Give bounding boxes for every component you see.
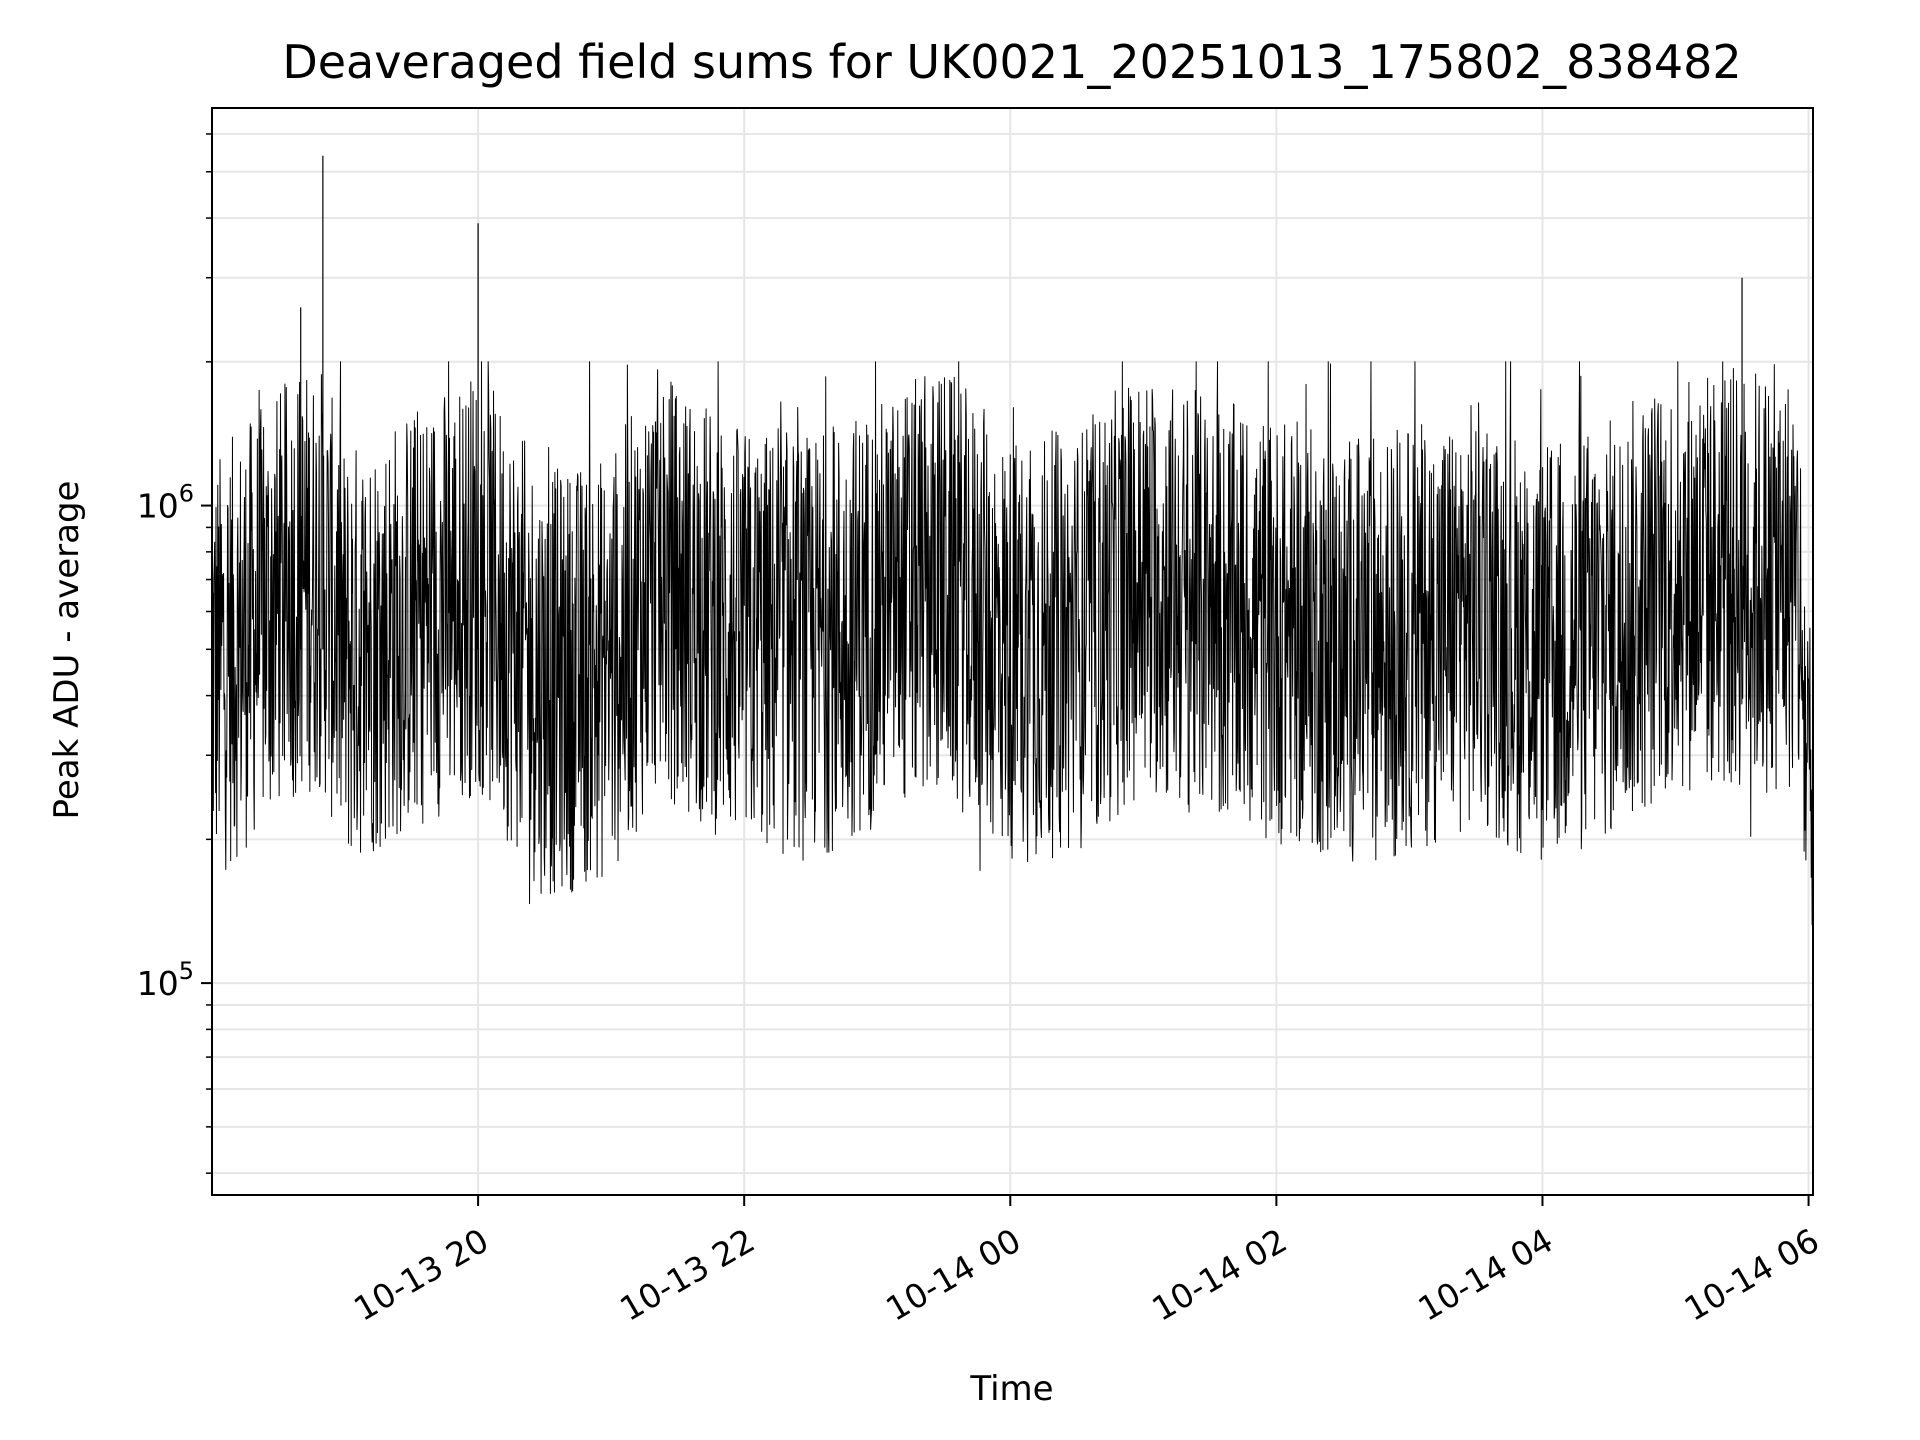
plot-frame xyxy=(211,107,1814,1196)
data-series-line xyxy=(211,361,1814,925)
chart-title: Deaveraged field sums for UK0021_2025101… xyxy=(282,35,1741,89)
y-axis-label: Peak ADU - average xyxy=(47,481,87,820)
y-tick-label: 106 xyxy=(137,480,194,526)
data-layer xyxy=(211,155,1814,925)
y-tick-base: 10 xyxy=(137,964,179,1003)
y-tick-label: 105 xyxy=(137,957,194,1003)
x-axis-label: Time xyxy=(969,1369,1053,1409)
y-tick-exponent: 5 xyxy=(179,957,194,985)
y-tick-exponent: 6 xyxy=(179,480,194,508)
y-tick-base: 10 xyxy=(137,487,179,526)
